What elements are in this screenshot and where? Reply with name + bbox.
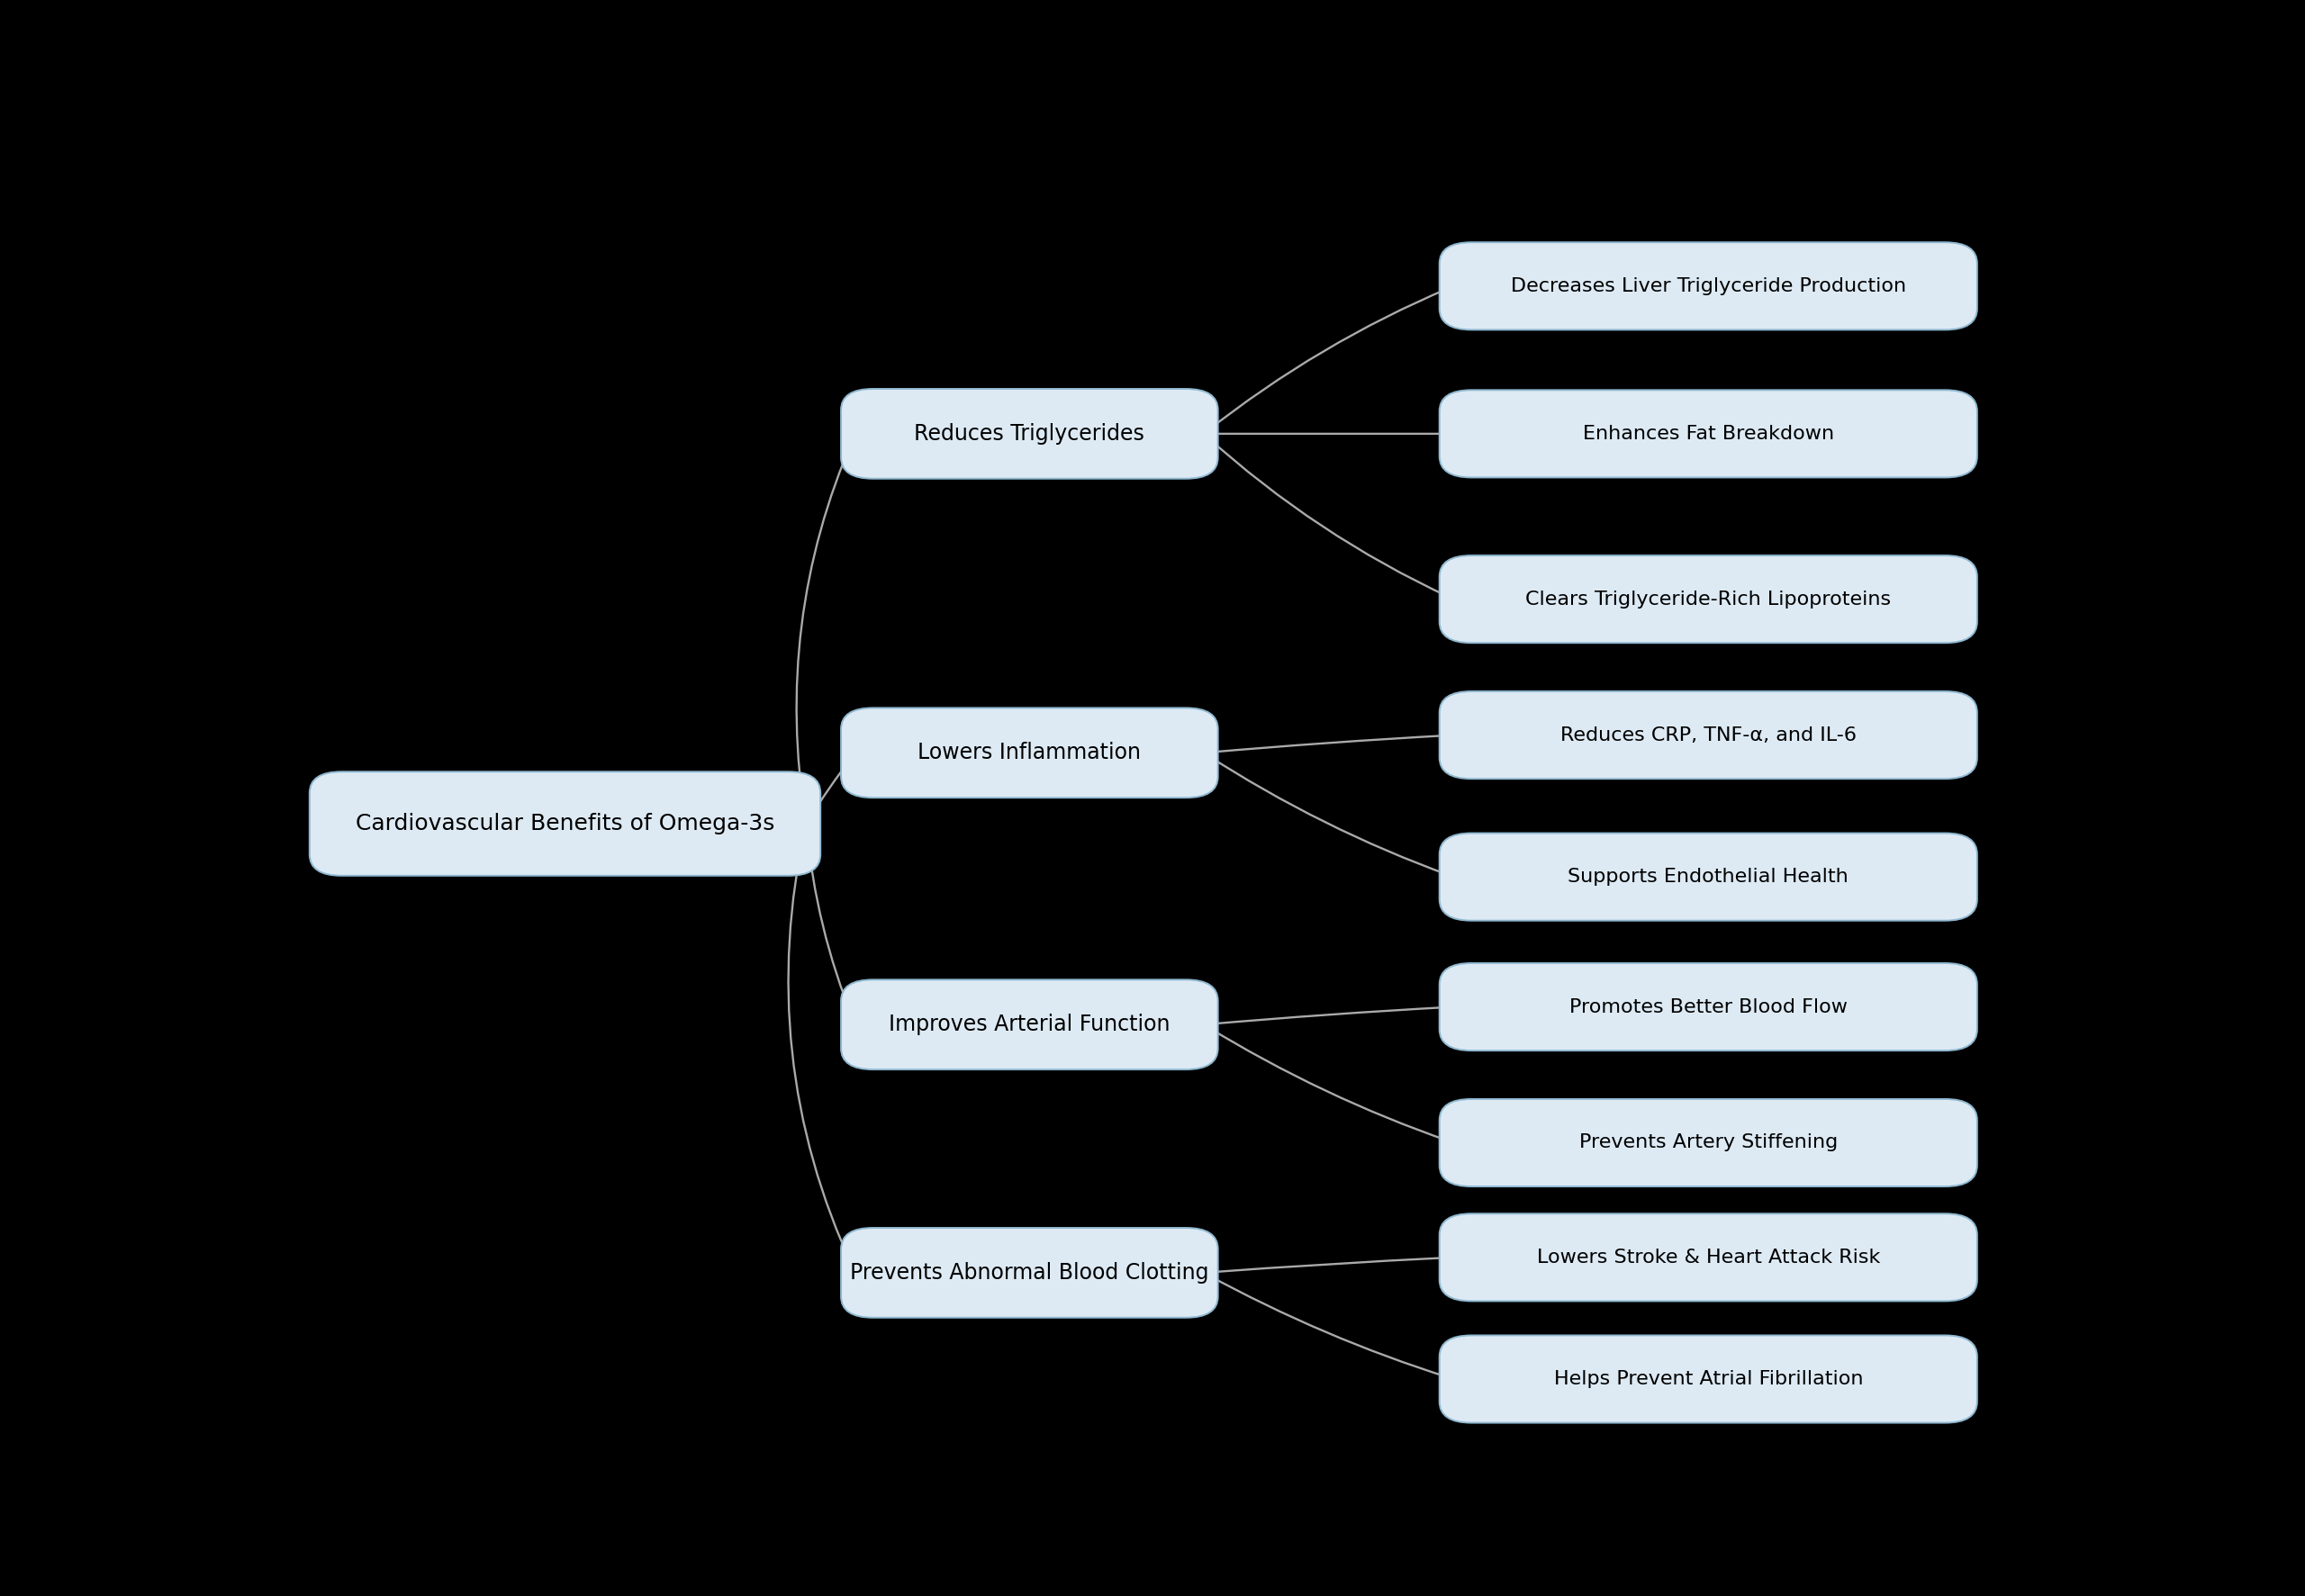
FancyArrowPatch shape bbox=[1206, 1026, 1450, 1141]
FancyArrowPatch shape bbox=[788, 827, 853, 1269]
FancyArrowPatch shape bbox=[1206, 736, 1450, 753]
Text: Lowers Stroke & Heart Attack Risk: Lowers Stroke & Heart Attack Risk bbox=[1537, 1248, 1881, 1266]
Text: Improves Arterial Function: Improves Arterial Function bbox=[890, 1013, 1171, 1036]
FancyArrowPatch shape bbox=[1206, 755, 1450, 875]
Text: Reduces Triglycerides: Reduces Triglycerides bbox=[915, 423, 1146, 445]
FancyBboxPatch shape bbox=[841, 980, 1217, 1069]
Text: Decreases Liver Triglyceride Production: Decreases Liver Triglyceride Production bbox=[1510, 278, 1906, 295]
Text: Clears Triglyceride-Rich Lipoproteins: Clears Triglyceride-Rich Lipoproteins bbox=[1526, 591, 1890, 608]
FancyBboxPatch shape bbox=[1438, 243, 1978, 330]
Text: Promotes Better Blood Flow: Promotes Better Blood Flow bbox=[1570, 998, 1846, 1017]
FancyArrowPatch shape bbox=[1206, 287, 1450, 433]
FancyBboxPatch shape bbox=[309, 772, 821, 876]
FancyBboxPatch shape bbox=[1438, 833, 1978, 921]
FancyBboxPatch shape bbox=[841, 709, 1217, 798]
Text: Reduces CRP, TNF-α, and IL-6: Reduces CRP, TNF-α, and IL-6 bbox=[1560, 726, 1856, 744]
FancyBboxPatch shape bbox=[841, 389, 1217, 479]
Text: Supports Endothelial Health: Supports Endothelial Health bbox=[1567, 868, 1849, 886]
Text: Lowers Inflammation: Lowers Inflammation bbox=[917, 742, 1141, 763]
Text: Helps Prevent Atrial Fibrillation: Helps Prevent Atrial Fibrillation bbox=[1554, 1369, 1862, 1389]
FancyArrowPatch shape bbox=[798, 437, 853, 822]
FancyArrowPatch shape bbox=[1206, 1274, 1450, 1377]
FancyBboxPatch shape bbox=[1438, 962, 1978, 1050]
Text: Enhances Fat Breakdown: Enhances Fat Breakdown bbox=[1584, 425, 1835, 442]
FancyBboxPatch shape bbox=[1438, 691, 1978, 779]
FancyArrowPatch shape bbox=[1206, 1258, 1450, 1272]
Text: Prevents Abnormal Blood Clotting: Prevents Abnormal Blood Clotting bbox=[851, 1262, 1208, 1283]
FancyBboxPatch shape bbox=[1438, 389, 1978, 477]
FancyArrowPatch shape bbox=[1206, 1007, 1450, 1025]
FancyBboxPatch shape bbox=[1438, 1213, 1978, 1301]
FancyBboxPatch shape bbox=[1438, 1336, 1978, 1422]
FancyArrowPatch shape bbox=[807, 827, 853, 1020]
FancyArrowPatch shape bbox=[807, 757, 853, 822]
FancyBboxPatch shape bbox=[1438, 555, 1978, 643]
Text: Cardiovascular Benefits of Omega-3s: Cardiovascular Benefits of Omega-3s bbox=[355, 812, 774, 835]
FancyBboxPatch shape bbox=[841, 1227, 1217, 1318]
FancyBboxPatch shape bbox=[1438, 1100, 1978, 1186]
FancyArrowPatch shape bbox=[1206, 436, 1450, 597]
Text: Prevents Artery Stiffening: Prevents Artery Stiffening bbox=[1579, 1133, 1837, 1152]
